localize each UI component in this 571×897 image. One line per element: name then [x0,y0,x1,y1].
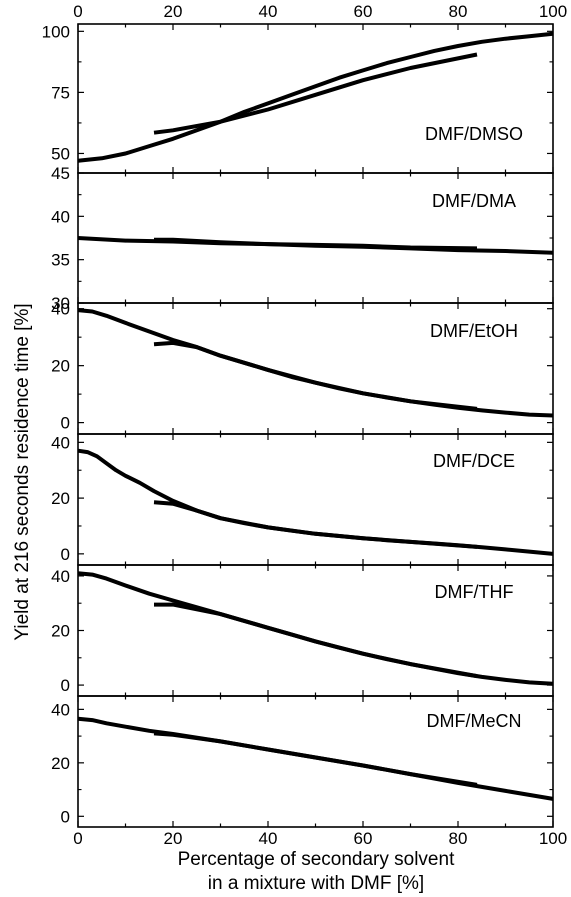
top-x-tick-label: 20 [164,2,183,21]
panel-dmf-dce: 0 20 40 DMF/DCE [51,433,554,566]
y-tick-label: 0 [61,545,70,564]
series-line-full [77,31,554,163]
panel-label: DMF/EtOH [430,321,518,341]
y-tick-label: 40 [51,567,70,586]
y-tick-label: 40 [51,207,70,226]
panel-dmf-mecn: 0 20 40 DMF/MeCN [51,695,554,828]
panel-dmf-dma: 30 35 40 45 DMF/DMA [51,164,554,313]
panel-label: DMF/THF [435,582,514,602]
panels: 50 75 100 DMF/DMSO 30 35 40 45 DMF/DMA 0 20 40 DMF/E… [42,22,554,828]
y-tick-label: 75 [51,83,70,102]
y-tick-label: 45 [51,164,70,183]
panel-dmf-etoh: 0 20 40 DMF/EtOH [51,300,554,435]
y-tick-label: 35 [51,251,70,270]
panel-dmf-dmso: 50 75 100 DMF/DMSO [42,22,554,174]
series-line-partial [154,237,478,251]
panel-label: DMF/DCE [433,451,515,471]
top-x-tick-label: 0 [73,2,82,21]
y-tick-label: 100 [42,22,70,41]
y-tick-label: 20 [51,622,70,641]
panel-label: DMF/DMSO [425,124,523,144]
bottom-x-tick-label: 80 [449,829,468,848]
y-tick-label: 30 [51,294,70,313]
y-tick-label: 20 [51,489,70,508]
panel-frame [77,23,554,174]
panel-dmf-thf: 0 20 40 DMF/THF [51,564,554,697]
top-x-tick-label: 40 [259,2,278,21]
y-tick-label: 40 [51,700,70,719]
panel-label: DMF/MeCN [427,711,522,731]
x-axis-label-line2: in a mixture with DMF [%] [208,873,424,894]
bottom-x-tick-label: 0 [73,829,82,848]
y-tick-label: 0 [61,676,70,695]
bottom-x-tick-label: 20 [164,829,183,848]
series-line-partial [153,500,478,549]
y-tick-label: 0 [61,414,70,433]
y-tick-label: 20 [51,357,70,376]
top-x-tick-label: 80 [449,2,468,21]
bottom-x-tick-label: 40 [259,829,278,848]
y-axis-label: Yield at 216 seconds residence time [%] [12,303,33,640]
top-x-tick-label: 60 [354,2,373,21]
y-tick-label: 40 [51,433,70,452]
panel-label: DMF/DMA [432,191,516,211]
y-tick-label: 0 [61,807,70,826]
y-tick-label: 50 [51,144,70,163]
series-line-partial [153,52,478,135]
bottom-x-tick-label: 100 [539,829,567,848]
bottom-x-tick-label: 60 [354,829,373,848]
top-x-tick-label: 100 [539,2,567,21]
y-tick-label: 40 [51,300,70,319]
series-line-partial [153,731,478,787]
y-tick-label: 20 [51,754,70,773]
top-x-axis: 0 20 40 60 80 100 [73,2,567,21]
bottom-x-axis: 0 20 40 60 80 100 [73,829,567,848]
series-line-partial [154,602,478,679]
x-axis-label-line1: Percentage of secondary solvent [178,849,455,870]
series-line-partial [153,340,478,411]
